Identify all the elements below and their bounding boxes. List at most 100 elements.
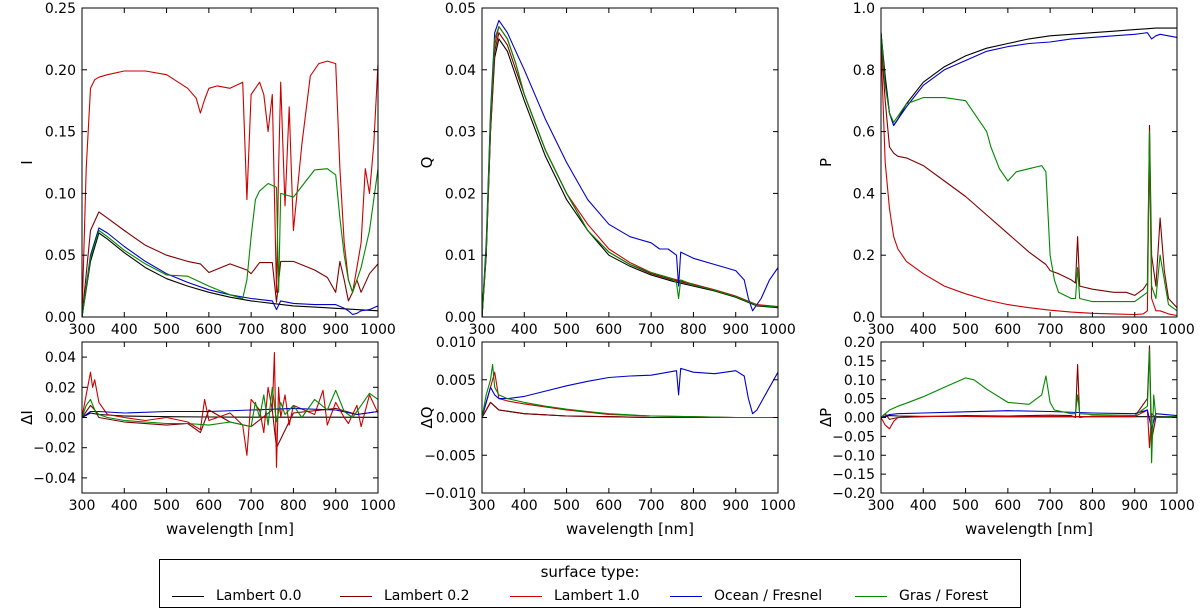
legend-label: Lambert 0.0 [216, 588, 302, 604]
x-tick-label: 600 [595, 498, 622, 514]
series-group [482, 19, 778, 317]
series-line-lambert-0-2 [881, 38, 1177, 309]
x-tick-label: 700 [1037, 498, 1064, 514]
x-tick-label: 500 [153, 322, 180, 338]
legend-entry-gras-forest: Gras / Forest [855, 586, 988, 606]
y-tick-label: 0.03 [445, 125, 476, 141]
x-tick-label: 300 [868, 498, 895, 514]
legend-entry-ocean-fresnel: Ocean / Fresnel [670, 586, 822, 606]
legend-entries: Lambert 0.0 Lambert 0.2 Lambert 1.0 Ocea… [160, 586, 1020, 606]
x-tick-label: 500 [153, 498, 180, 514]
panel-Q: 300 400 500 600 700 800 900 1000 0.00 0.01 0.02 0.0… [418, 1, 796, 338]
panel-I: 300 400 500 600 700 800 900 1000 0.00 0.05 0.10 0.1… [18, 1, 396, 338]
y-tick-label: −0.10 [832, 448, 875, 464]
legend-entry-lambert-1-0: Lambert 1.0 [510, 586, 639, 606]
y-tick-label: 0.0 [853, 310, 875, 326]
x-tick-label: 500 [553, 322, 580, 338]
y-axis-label: I [18, 160, 36, 164]
series-line-ocean-fresnel [482, 19, 778, 317]
x-tick-label: 700 [1037, 322, 1064, 338]
series-line-lambert-1-0 [881, 45, 1177, 317]
series-line-lambert-0-2 [82, 404, 378, 449]
panel-P: 300 400 500 600 700 800 900 1000 0.0 0.2 0.4 0.6 0.8… [817, 1, 1195, 338]
y-tick-label: 0.00 [445, 310, 476, 326]
x-tick-label: 400 [511, 498, 538, 514]
y-axis-label: P [817, 158, 835, 167]
x-tick-label: 800 [680, 322, 707, 338]
series-group [482, 364, 778, 419]
x-tick-label: 400 [910, 498, 937, 514]
series-line-ocean-fresnel [482, 367, 778, 418]
series-line-ocean-fresnel [82, 227, 378, 317]
legend: surface type: Lambert 0.0 Lambert 0.2 La… [159, 559, 1021, 608]
y-tick-label: 0.20 [844, 335, 875, 351]
y-tick-label: −0.02 [33, 441, 76, 457]
x-tick-label: 400 [511, 322, 538, 338]
series-line-gras-forest [82, 386, 378, 428]
y-tick-label: 0.25 [45, 1, 76, 17]
series-line-gras-forest [482, 25, 778, 317]
panel-dI: 300 400 500 600 700 800 900 1000 0.04 0.02 0.00 −0.… [18, 341, 396, 538]
x-tick-label: 900 [1121, 498, 1148, 514]
series-group [881, 345, 1177, 464]
series-group [881, 27, 1177, 317]
y-tick-label: 0.10 [844, 373, 875, 389]
legend-entry-lambert-0-0: Lambert 0.0 [172, 586, 301, 606]
legend-label: Gras / Forest [899, 588, 989, 604]
x-tick-label: 300 [868, 322, 895, 338]
x-tick-label: 900 [322, 498, 349, 514]
panel-dP: 300 400 500 600 700 800 900 1000 0.20 0.15 0.10 0.0… [817, 335, 1195, 538]
y-tick-label: 0.00 [45, 310, 76, 326]
y-tick-label: −0.15 [832, 467, 875, 483]
x-tick-label: 800 [680, 498, 707, 514]
x-tick-label: 700 [638, 322, 665, 338]
y-tick-label: 0.2 [853, 248, 875, 264]
legend-swatch [855, 595, 887, 597]
x-tick-label: 800 [280, 498, 307, 514]
x-tick-label: 400 [111, 322, 138, 338]
x-tick-label: 800 [1079, 322, 1106, 338]
legend-swatch [510, 595, 542, 597]
legend-swatch [172, 595, 204, 597]
legend-title: surface type: [540, 563, 640, 581]
y-tick-label: −0.05 [832, 429, 875, 445]
x-tick-label: 700 [238, 498, 265, 514]
y-tick-label: 0.02 [445, 186, 476, 202]
y-tick-label: 0.005 [436, 373, 476, 389]
y-tick-label: −0.005 [424, 448, 476, 464]
series-line-lambert-1-0 [482, 25, 778, 317]
series-line-lambert-1-0 [82, 60, 378, 317]
x-tick-label: 1000 [360, 322, 396, 338]
x-tick-label: 600 [195, 498, 222, 514]
series-line-ocean-fresnel [881, 409, 1177, 430]
y-tick-label: 0.6 [853, 125, 875, 141]
series-group [82, 352, 378, 468]
plot-frame [81, 7, 379, 318]
x-tick-label: 900 [322, 322, 349, 338]
x-tick-label: 900 [1121, 322, 1148, 338]
legend-swatch [340, 595, 372, 597]
y-tick-label: −0.010 [424, 486, 476, 502]
x-axis-label: wavelength [nm] [965, 520, 1093, 538]
plot-frame [880, 341, 1178, 494]
series-line-lambert-0-0 [82, 412, 378, 418]
x-tick-label: 300 [469, 498, 496, 514]
y-tick-label: 0.010 [436, 335, 476, 351]
x-tick-label: 300 [69, 498, 96, 514]
y-axis-label: Q [418, 157, 436, 169]
x-tick-label: 1000 [360, 498, 396, 514]
series-line-lambert-1-0 [482, 371, 778, 419]
series-line-gras-forest [881, 32, 1177, 312]
y-tick-label: −0.04 [33, 471, 76, 487]
y-tick-label: 0.04 [445, 63, 476, 79]
y-tick-label: 0.05 [844, 392, 875, 408]
x-tick-label: 500 [952, 498, 979, 514]
legend-entry-lambert-0-2: Lambert 0.2 [340, 586, 469, 606]
y-tick-label: −0.20 [832, 486, 875, 502]
legend-label: Ocean / Fresnel [714, 588, 823, 604]
x-tick-label: 900 [722, 498, 749, 514]
y-tick-label: 0.8 [853, 63, 875, 79]
x-tick-label: 700 [238, 322, 265, 338]
x-tick-label: 400 [111, 498, 138, 514]
x-axis-label: wavelength [nm] [566, 520, 694, 538]
